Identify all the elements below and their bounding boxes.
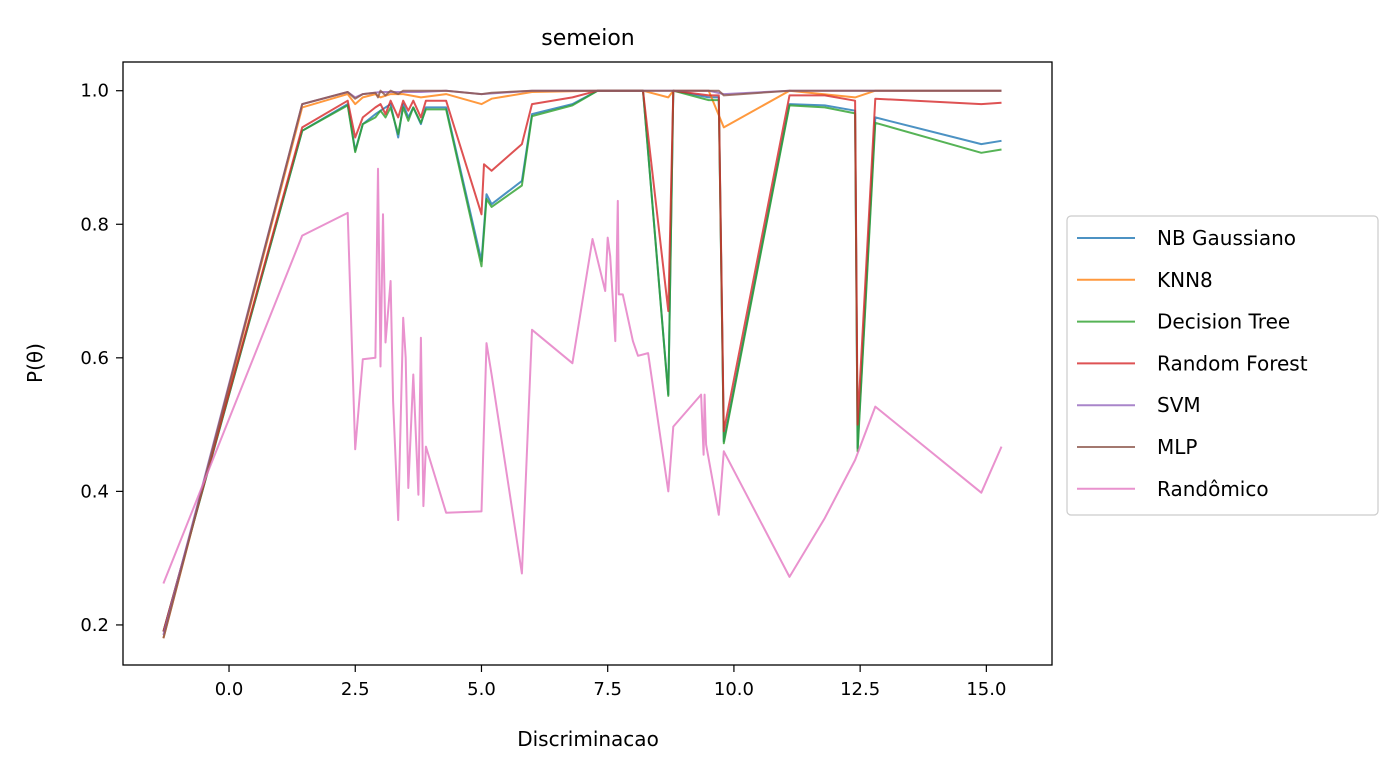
x-tick-label: 10.0 [714,679,754,700]
y-tick-label: 0.6 [80,348,109,369]
legend-label-mlp: MLP [1157,435,1197,459]
legend-label-random-forest: Random Forest [1157,351,1308,375]
legend-label-knn8: KNN8 [1157,268,1213,292]
legend-label-decision-tree: Decision Tree [1157,310,1290,334]
legend-box [1066,215,1379,516]
series-line-mlp [162,89,1002,639]
series-line-rand-mico [162,167,1003,584]
chart-title: semeion [541,26,634,51]
y-axis: 0.2 0.4 0.6 0.8 1.0 [80,81,123,636]
x-tick-label: 7.5 [593,679,622,700]
x-tick-label: 15.0 [966,679,1006,700]
x-tick-label: 12.5 [840,679,880,700]
legend-label-nb-gaussiano: NB Gaussiano [1157,226,1296,250]
series-line-random-forest [162,89,1002,632]
plot-series-layer [162,89,1003,639]
plot-frame [122,61,1053,666]
legend: NB Gaussiano KNN8 Decision Tree Random Fore… [1066,215,1379,516]
x-axis-label: Discriminacao [517,727,659,751]
legend-label-svm: SVM [1157,393,1201,417]
series-line-decision-tree [162,89,1002,632]
y-axis-label: P(θ) [23,343,47,383]
series-line-knn8 [162,89,1002,639]
y-tick-label: 0.4 [80,481,109,502]
x-tick-label: 2.5 [341,679,370,700]
legend-label-rand-mico: Randômico [1157,477,1269,501]
x-axis: 0.0 2.5 5.0 7.5 10.0 12.5 15.0 [215,665,1006,700]
y-tick-label: 1.0 [80,81,109,102]
x-tick-label: 0.0 [215,679,244,700]
x-tick-label: 5.0 [467,679,496,700]
y-tick-label: 0.8 [80,214,109,235]
y-tick-label: 0.2 [80,615,109,636]
